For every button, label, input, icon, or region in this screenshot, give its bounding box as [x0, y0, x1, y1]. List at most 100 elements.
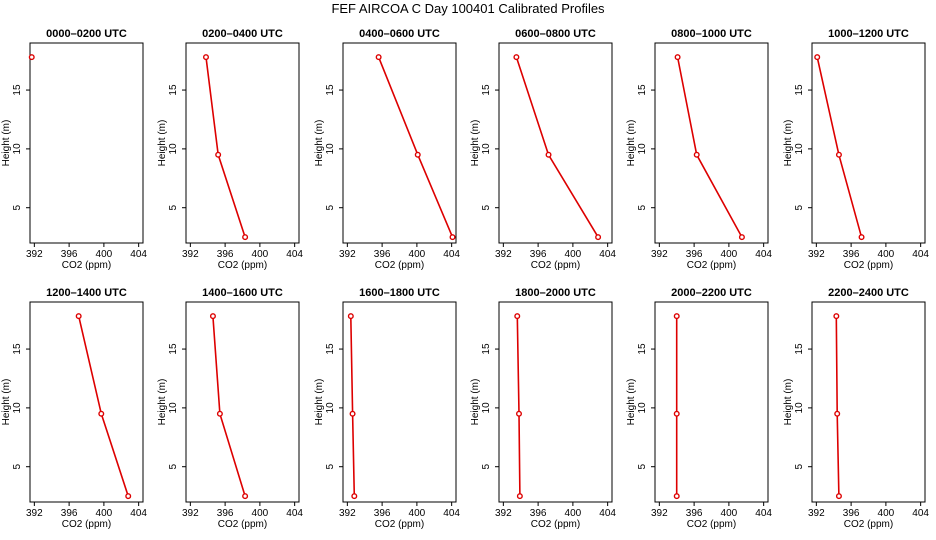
- y-axis-label: Height (m): [1, 120, 12, 167]
- x-tick-label: 404: [443, 249, 460, 260]
- x-tick-label: 404: [443, 508, 460, 519]
- data-point: [858, 234, 865, 241]
- x-axis-label: CO2 (ppm): [531, 519, 580, 530]
- x-axis-label: CO2 (ppm): [687, 519, 736, 530]
- x-tick-label: 392: [26, 249, 43, 260]
- x-tick-label: 404: [912, 249, 929, 260]
- data-point: [814, 54, 821, 61]
- data-point: [209, 313, 216, 320]
- x-tick-label: 400: [721, 249, 738, 260]
- y-tick-label: 15: [637, 343, 648, 355]
- x-tick-label: 400: [565, 508, 582, 519]
- plot-frame: [185, 301, 300, 503]
- profile-line: [676, 56, 743, 238]
- profile-line: [816, 56, 863, 238]
- x-tick-label: 392: [182, 508, 199, 519]
- x-tick-label: 400: [96, 508, 113, 519]
- data-point: [28, 54, 35, 61]
- y-tick-label: 10: [168, 143, 179, 155]
- data-point: [693, 151, 700, 158]
- x-tick-label: 396: [61, 249, 78, 260]
- x-tick-label: 392: [495, 508, 512, 519]
- x-tick-label: 396: [843, 508, 860, 519]
- x-axis-label: CO2 (ppm): [375, 519, 424, 530]
- x-tick-label: 392: [339, 508, 356, 519]
- profile-line: [516, 316, 521, 497]
- data-point: [215, 151, 222, 158]
- y-tick-label: 5: [12, 204, 23, 210]
- x-tick-label: 392: [651, 508, 668, 519]
- panel-title: 0600–0800 UTC: [515, 28, 596, 40]
- x-tick-label: 404: [286, 508, 303, 519]
- panel-title: 1600–1800 UTC: [359, 287, 440, 299]
- data-point: [202, 54, 209, 61]
- panel-title: 1200–1400 UTC: [46, 287, 127, 299]
- profile-line: [350, 316, 356, 497]
- x-tick-label: 396: [217, 508, 234, 519]
- data-point: [75, 313, 82, 320]
- data-point: [375, 54, 382, 61]
- data-point: [514, 313, 521, 320]
- x-axis-label: CO2 (ppm): [218, 519, 267, 530]
- x-tick-label: 400: [565, 249, 582, 260]
- data-point: [351, 493, 358, 500]
- x-tick-label: 396: [530, 508, 547, 519]
- data-point: [349, 410, 356, 417]
- data-point: [738, 234, 745, 241]
- y-tick-label: 5: [637, 463, 648, 469]
- y-tick-label: 15: [325, 84, 336, 96]
- y-axis-label: Height (m): [314, 379, 325, 426]
- plot-frame: [498, 42, 613, 244]
- y-tick-label: 5: [481, 204, 492, 210]
- panel-title: 0000–0200 UTC: [46, 28, 127, 40]
- y-tick-label: 5: [794, 463, 805, 469]
- profile-line: [835, 316, 840, 497]
- y-tick-label: 15: [637, 84, 648, 96]
- profile-line: [205, 57, 246, 238]
- x-tick-label: 400: [721, 508, 738, 519]
- y-tick-label: 10: [12, 402, 23, 414]
- y-tick-label: 10: [168, 402, 179, 414]
- x-tick-label: 400: [96, 249, 113, 260]
- y-tick-label: 10: [794, 143, 805, 155]
- y-tick-label: 5: [168, 463, 179, 469]
- plot-frame: [29, 42, 144, 244]
- data-point: [545, 151, 552, 158]
- x-tick-label: 404: [755, 249, 772, 260]
- plot-frame: [342, 42, 457, 244]
- panel-title: 1800–2000 UTC: [515, 287, 596, 299]
- panel-title: 1400–1600 UTC: [202, 287, 283, 299]
- data-point: [673, 493, 680, 500]
- x-tick-label: 404: [599, 249, 616, 260]
- profile-line: [377, 56, 454, 238]
- figure-title: FEF AIRCOA C Day 100401 Calibrated Profi…: [331, 1, 605, 16]
- y-tick-label: 15: [12, 84, 23, 96]
- y-tick-label: 5: [325, 204, 336, 210]
- x-tick-label: 400: [409, 508, 426, 519]
- data-point: [516, 493, 523, 500]
- plot-frame: [185, 42, 300, 244]
- profile-line: [77, 315, 129, 497]
- x-tick-label: 392: [339, 249, 356, 260]
- plot-frame: [654, 42, 769, 244]
- x-tick-label: 404: [599, 508, 616, 519]
- panel-title: 0200–0400 UTC: [202, 28, 283, 40]
- x-tick-label: 400: [252, 508, 269, 519]
- data-point: [449, 234, 456, 241]
- x-axis-label: CO2 (ppm): [844, 519, 893, 530]
- data-point: [673, 410, 680, 417]
- profile-line: [515, 56, 599, 238]
- plot-frame: [654, 301, 769, 503]
- plot-frame: [29, 301, 144, 503]
- x-tick-label: 396: [374, 508, 391, 519]
- panel-title: 1000–1200 UTC: [828, 28, 909, 40]
- data-point: [98, 410, 105, 417]
- plot-frame: [342, 301, 457, 503]
- profile-line: [212, 316, 246, 497]
- data-point: [673, 313, 680, 320]
- x-axis-label: CO2 (ppm): [531, 260, 580, 271]
- x-axis-label: CO2 (ppm): [62, 519, 111, 530]
- x-tick-label: 396: [843, 249, 860, 260]
- y-axis-label: Height (m): [1, 379, 12, 426]
- x-axis-label: CO2 (ppm): [844, 260, 893, 271]
